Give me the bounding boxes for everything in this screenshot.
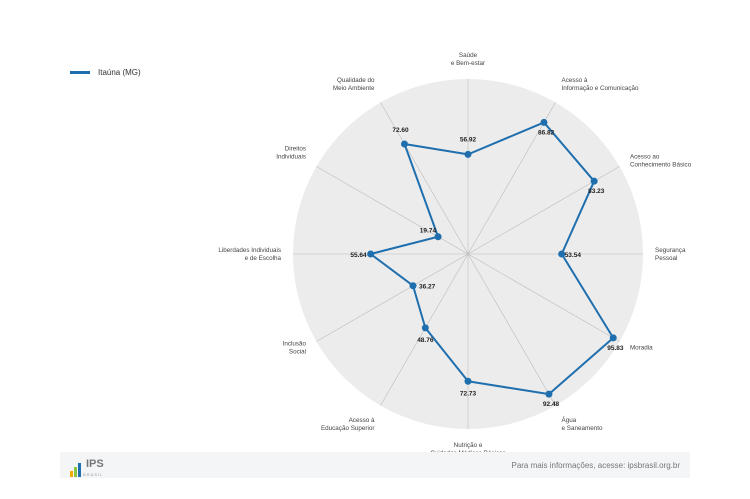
axis-label: Qualidade do Meio Ambiente: [333, 77, 375, 92]
axis-label: Inclusão Social: [283, 341, 307, 356]
data-label: 55.64: [350, 252, 367, 259]
radar-spoke: [380, 102, 469, 255]
legend-swatch: [70, 71, 90, 74]
data-label: 72.60: [392, 127, 409, 134]
radar-spoke: [467, 253, 556, 406]
data-point: [609, 334, 617, 342]
legend-label: Itaúna (MG): [98, 68, 141, 77]
radar-spoke: [467, 253, 620, 342]
data-point: [540, 118, 548, 126]
axis-label: Acesso à Educação Superior: [321, 417, 375, 432]
data-label: 48.76: [417, 337, 434, 344]
data-point: [464, 377, 472, 385]
data-label: 95.83: [607, 345, 624, 352]
axis-label: Água e Saneamento: [562, 415, 603, 432]
data-point: [590, 177, 598, 185]
axis-label: Acesso à Informação e Comunicação: [562, 77, 639, 92]
data-point: [545, 390, 553, 398]
logo-text: IPS: [86, 457, 104, 470]
data-point: [409, 282, 417, 290]
footer: IPS BRASIL Para mais informações, acesse…: [60, 452, 690, 478]
logo-bars-icon: [70, 462, 81, 477]
data-point: [434, 233, 442, 241]
legend: Itaúna (MG): [70, 68, 141, 77]
data-point: [558, 250, 566, 258]
data-point: [464, 150, 472, 158]
axis-label: Saúde e Bem-estar: [451, 52, 485, 67]
data-point: [367, 250, 375, 258]
data-label: 36.27: [419, 284, 436, 291]
axis-label: Segurança Pessoal: [655, 247, 686, 262]
data-point: [400, 140, 408, 148]
logo-subtext: BRASIL: [83, 471, 104, 477]
radar-spoke: [316, 253, 469, 342]
data-label: 72.73: [460, 390, 477, 397]
axis-label: Moradia: [630, 345, 653, 352]
data-label: 92.48: [543, 401, 560, 408]
axis-label: Acesso ao Conhecimento Básico: [630, 154, 692, 169]
radar-spoke: [467, 102, 556, 255]
ips-logo: IPS BRASIL: [70, 454, 104, 477]
data-label: 19.74: [420, 228, 437, 235]
data-label: 53.54: [565, 252, 582, 259]
data-label: 86.82: [538, 129, 555, 136]
data-point: [421, 324, 429, 332]
data-label: 56.92: [460, 136, 477, 143]
data-label: 83.23: [588, 188, 605, 195]
axis-label: Direitos Individuais: [276, 146, 306, 161]
footer-info-link[interactable]: Para mais informações, acesse: ipsbrasil…: [511, 460, 680, 470]
axis-label: Liberdades Individuais e de Escolha: [218, 247, 281, 262]
radar-spoke: [316, 166, 469, 255]
